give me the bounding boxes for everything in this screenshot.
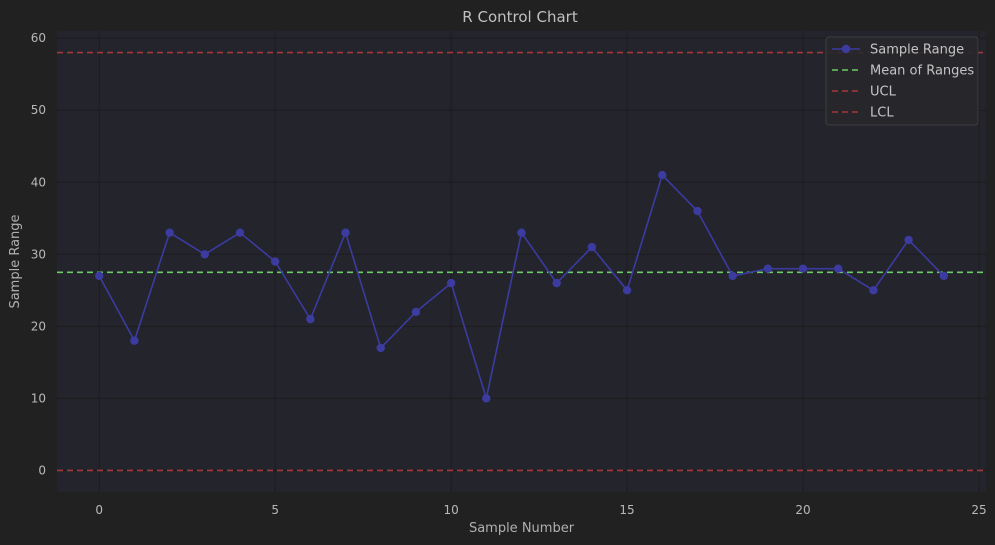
data-point [728, 271, 737, 281]
x-axis-label: Sample Number [469, 521, 575, 536]
y-tick-label: 50 [31, 103, 46, 117]
legend-label: Mean of Ranges [870, 64, 974, 79]
chart-title: R Control Chart [462, 8, 578, 26]
legend: Sample Range Mean of Ranges UCL LCL [825, 36, 979, 126]
data-point [482, 394, 491, 403]
data-point [130, 336, 139, 345]
x-tick-label: 15 [619, 503, 634, 517]
x-tick-label: 25 [971, 503, 986, 517]
data-point [270, 257, 280, 266]
data-point [517, 228, 526, 237]
data-point [200, 250, 209, 259]
data-point [834, 264, 843, 273]
data-point [376, 343, 385, 353]
legend-label: LCL [870, 106, 894, 121]
series [95, 170, 948, 403]
data-point [798, 264, 808, 273]
data-point [658, 170, 667, 180]
data-point [587, 242, 597, 252]
data-point [235, 228, 245, 237]
legend-box [825, 36, 979, 126]
y-tick-label: 20 [31, 319, 46, 333]
data-point [869, 286, 878, 295]
data-point [552, 278, 561, 288]
data-point [446, 278, 456, 288]
data-point [939, 271, 948, 281]
data-point [763, 264, 773, 273]
y-tick-label: 0 [38, 463, 46, 477]
data-point [622, 286, 632, 295]
data-point [693, 206, 702, 216]
x-tick-label: 10 [443, 503, 458, 517]
x-tick-label: 5 [271, 503, 279, 517]
y-tick-label: 10 [31, 391, 46, 405]
data-point [411, 307, 421, 317]
data-point [341, 228, 350, 237]
x-tick-label: 20 [795, 503, 810, 517]
legend-swatch-marker [841, 44, 851, 54]
y-tick-label: 40 [31, 175, 46, 189]
data-point [165, 228, 174, 237]
y-axis-label: Sample Range [8, 214, 23, 308]
data-point [95, 271, 104, 281]
y-tick-label: 30 [31, 247, 46, 261]
legend-label: UCL [870, 85, 897, 100]
data-point [306, 314, 315, 324]
legend-label: Sample Range [870, 43, 964, 58]
x-tick-label: 0 [95, 503, 103, 517]
tick-labels: 0 5 10 15 20 25 0 10 20 30 40 50 60 [31, 31, 987, 517]
data-point [904, 235, 913, 245]
y-tick-label: 60 [31, 31, 46, 45]
